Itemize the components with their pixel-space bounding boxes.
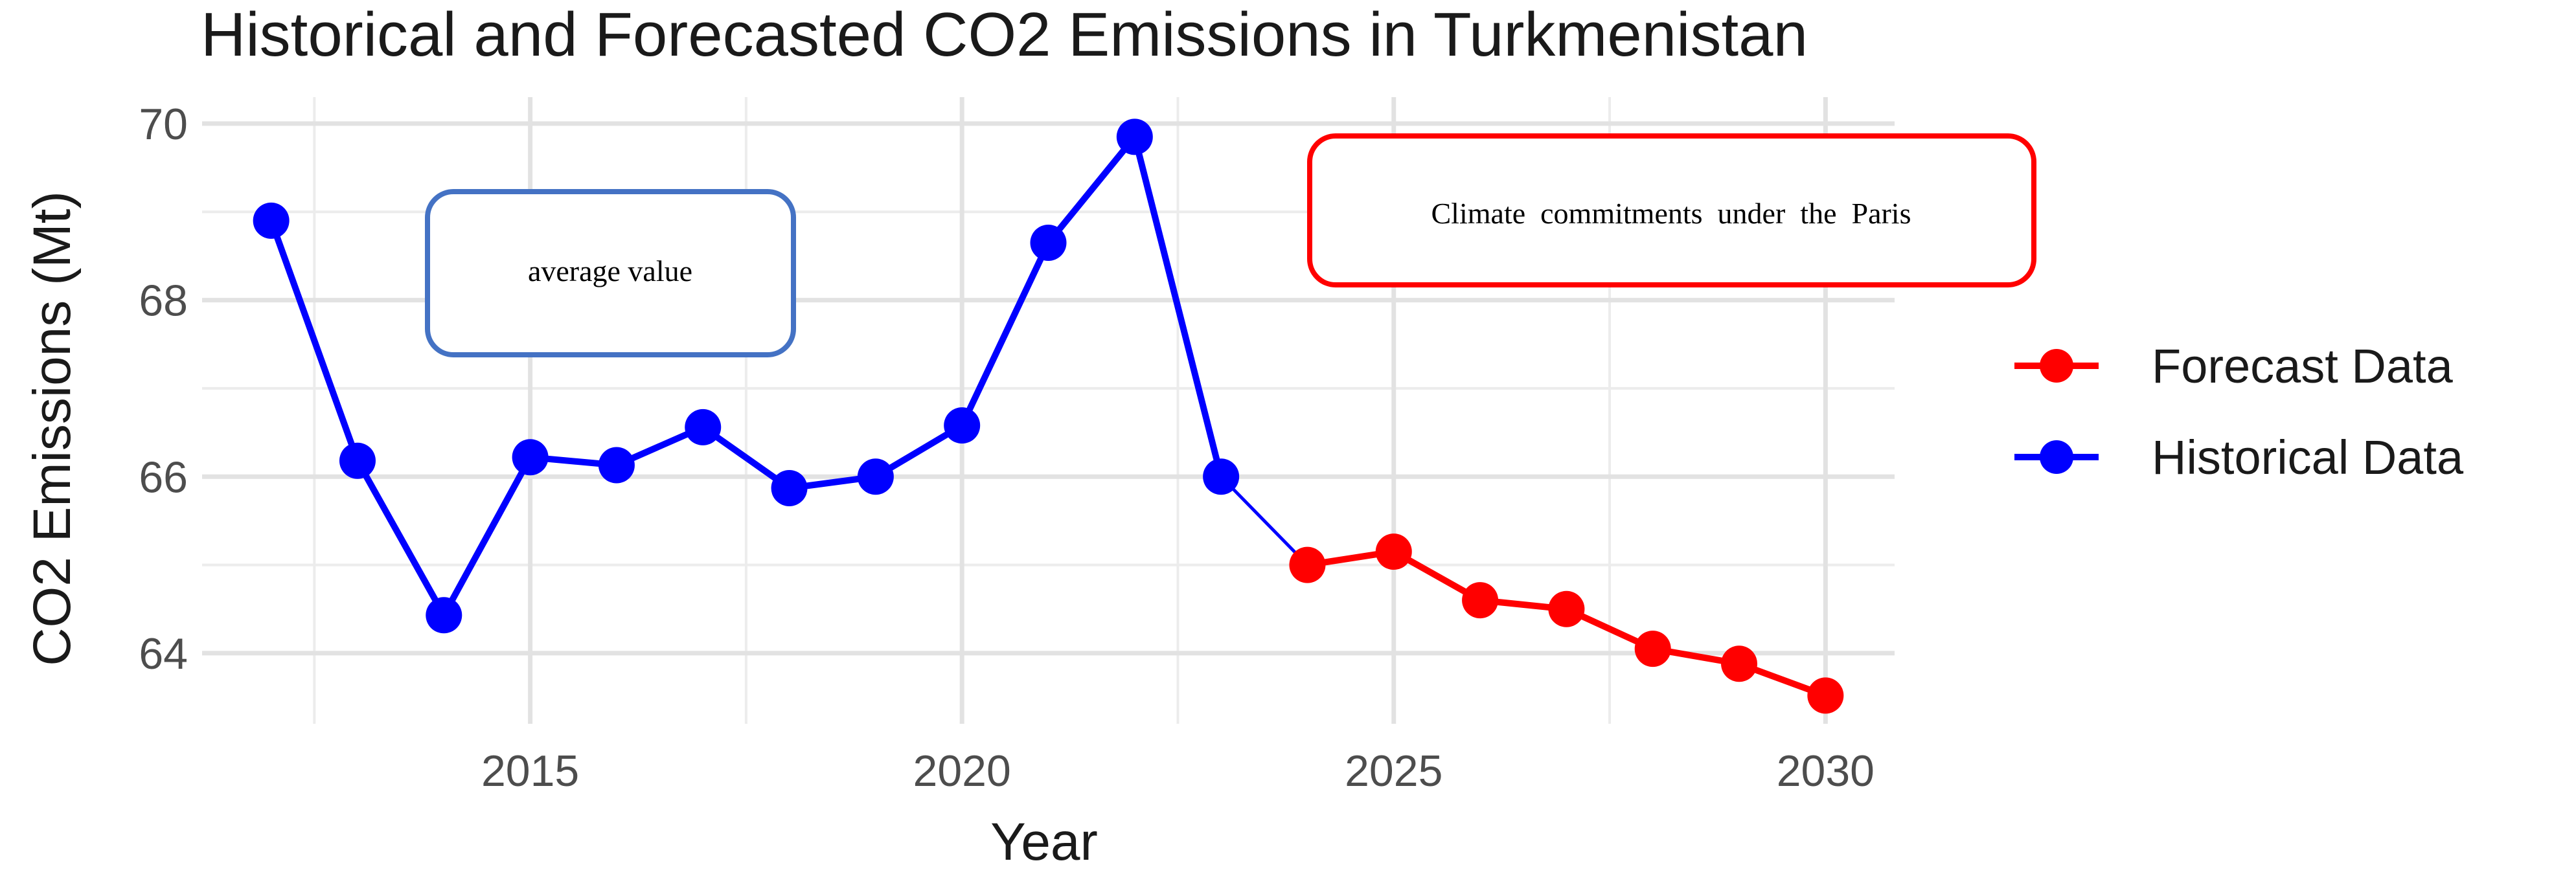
data-point-historical-data	[598, 447, 635, 484]
average-value-text: average value	[528, 254, 692, 287]
x-axis-title: Year	[990, 812, 1098, 871]
data-point-historical-data	[857, 458, 894, 495]
legend-label-forecast: Forecast Data	[2152, 339, 2454, 393]
data-point-forecast-data	[1548, 590, 1585, 627]
data-point-historical-data	[685, 409, 722, 445]
x-tick-label: 2030	[1777, 746, 1875, 796]
y-tick-label: 70	[139, 100, 188, 149]
tick-labels: 2015 2020 2025 2030 64 66 68 70	[139, 100, 1875, 796]
paris-commitments-annotation: Climate commitments under the Paris	[1307, 133, 2036, 287]
data-point-historical-data	[253, 202, 290, 239]
legend-label-historical: Historical Data	[2152, 431, 2464, 484]
data-point-historical-data	[1116, 118, 1153, 155]
data-point-historical-data	[1203, 458, 1240, 495]
y-tick-label: 66	[139, 453, 188, 502]
data-point-historical-data	[339, 442, 376, 479]
data-point-forecast-data	[1634, 631, 1671, 667]
x-tick-label: 2025	[1345, 746, 1442, 796]
data-point-forecast-data	[1462, 582, 1499, 619]
data-point-historical-data	[1030, 224, 1067, 261]
legend: Forecast Data Historical Data	[2014, 339, 2464, 484]
data-point-historical-data	[771, 469, 808, 506]
data-point-historical-data	[512, 439, 549, 476]
data-point-historical-data	[426, 597, 462, 634]
data-point-forecast-data	[1289, 546, 1326, 583]
average-value-annotation: average value	[425, 189, 796, 357]
data-point-forecast-data	[1807, 677, 1844, 714]
legend-item-historical: Historical Data	[2014, 431, 2464, 484]
paris-commitments-box	[1307, 133, 2036, 287]
data-point-forecast-data	[1721, 645, 1758, 682]
legend-marker-historical	[2040, 440, 2073, 474]
legend-marker-forecast	[2040, 349, 2073, 383]
series-layer	[253, 118, 1844, 714]
x-tick-label: 2015	[481, 746, 579, 796]
average-value-box	[425, 189, 796, 357]
series-connector-line	[1220, 475, 1309, 566]
y-tick-label: 64	[139, 629, 188, 678]
paris-commitments-text: Climate commitments under the Paris	[1431, 197, 1911, 230]
data-point-historical-data	[944, 407, 981, 444]
chart-title: Historical and Forecasted CO2 Emissions …	[201, 0, 1808, 69]
y-tick-label: 68	[139, 276, 188, 326]
y-axis-title: CO2 Emissions (Mt)	[23, 191, 82, 666]
legend-item-forecast: Forecast Data	[2014, 339, 2454, 393]
series-line-historical-data	[268, 133, 1225, 619]
data-point-forecast-data	[1375, 533, 1412, 570]
x-tick-label: 2020	[913, 746, 1011, 796]
